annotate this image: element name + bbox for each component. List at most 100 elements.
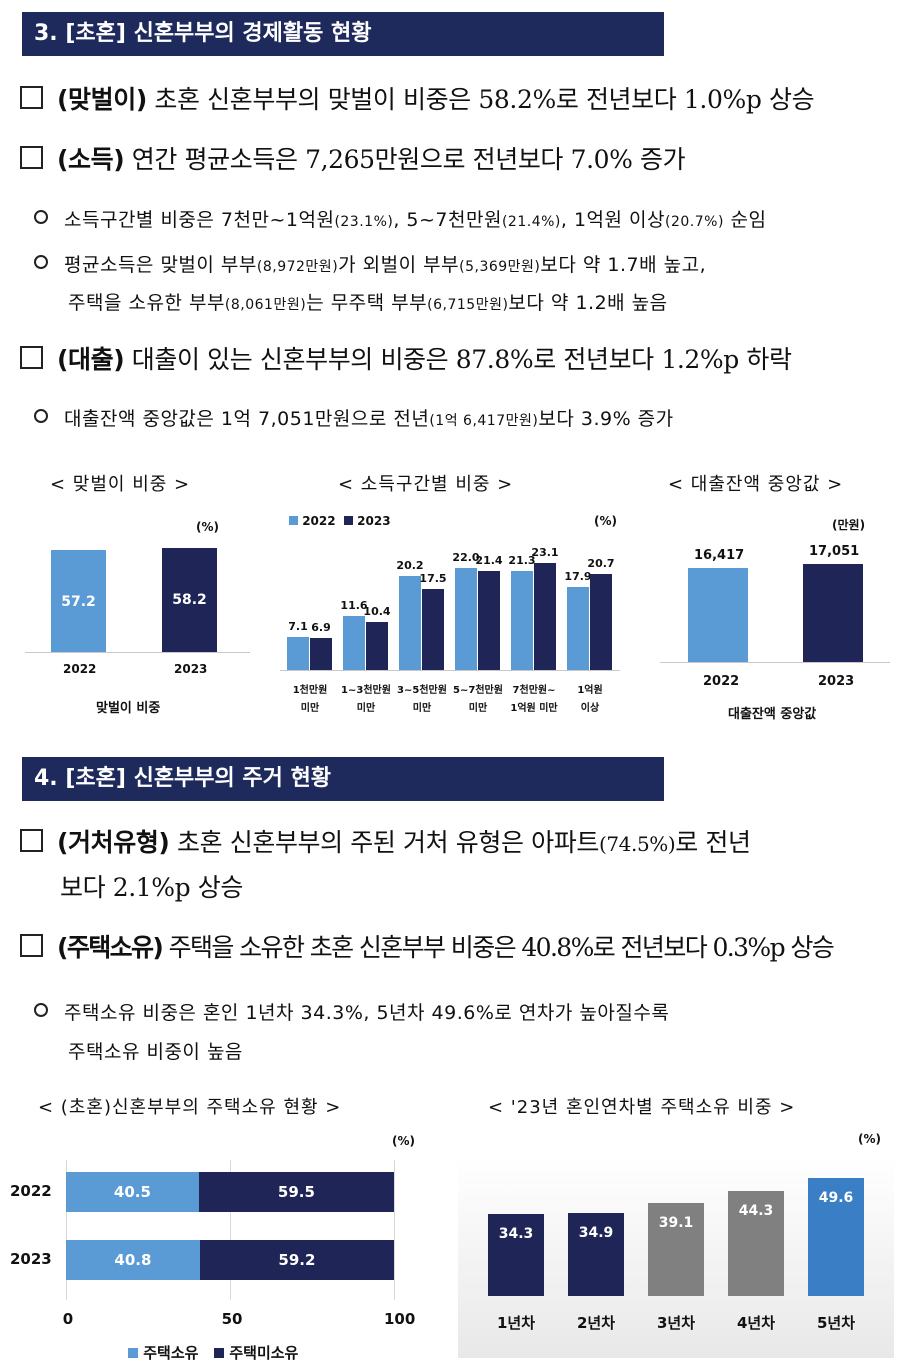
x-tick-label: 3년차: [656, 1314, 696, 1332]
axis-line: [280, 670, 620, 671]
bar: [567, 587, 589, 670]
bullet-housing-type-line2: 보다 2.1%p 상승: [60, 873, 244, 902]
circle-bullet-icon: [34, 409, 48, 423]
text: , 5~7천만원: [393, 209, 502, 231]
chart-xlabel: 대출잔액 중앙값: [728, 707, 817, 722]
x-tick-label: 1~3천만원: [341, 685, 391, 696]
chart-unit: (%): [392, 1134, 415, 1148]
chart-title: < (초혼)신혼부부의 주택소유 현황 >: [38, 1097, 342, 1118]
text-small: (8,061만원): [224, 297, 307, 313]
chart-title: < 소득구간별 비중 >: [338, 474, 514, 495]
chart-unit: (만원): [832, 518, 866, 532]
x-tick-label: 50: [221, 1310, 243, 1328]
x-tick-label: 1천만원: [292, 685, 328, 696]
chart-unit: (%): [196, 520, 219, 534]
text-small: (1억 6,417만원): [429, 413, 539, 429]
bar-value-label: 39.1: [658, 1214, 694, 1231]
gridline: [230, 1160, 231, 1300]
circle-bullet-icon: [34, 1003, 48, 1017]
chart-title: < '23년 혼인연차별 주택소유 비중 >: [488, 1097, 796, 1118]
bullet-income: (소득) 연간 평균소득은 7,265만원으로 전년보다 7.0% 증가: [20, 140, 686, 176]
text: 보다 약 1.7배 높고,: [540, 254, 707, 276]
x-tick-label: 2022: [703, 674, 740, 689]
x-tick-label: 1억원: [577, 685, 603, 696]
bar-value-label: 57.2: [61, 593, 96, 610]
bar: [478, 570, 500, 670]
bar: [648, 1202, 704, 1296]
data-label: 22.0: [452, 551, 480, 565]
data-label: 21.3: [508, 554, 536, 568]
text: , 1억원 이상: [560, 209, 666, 231]
legend-swatch: [128, 1348, 138, 1358]
chart-unit: (%): [594, 514, 617, 528]
x-tick-label: 미만: [412, 703, 432, 714]
bar: [287, 637, 309, 670]
x-tick-label: 2023: [818, 674, 855, 689]
bullet-text-small: (74.5%): [598, 832, 676, 856]
data-label: 10.4: [363, 604, 391, 618]
bullet-text: 초혼 신혼부부의 주된 거처 유형은 아파트: [169, 828, 599, 857]
chart-unit: (%): [858, 1132, 881, 1146]
chart-title: < 대출잔액 중앙값 >: [668, 474, 844, 495]
x-tick-label: 미만: [468, 703, 488, 714]
x-tick-label: 미만: [300, 703, 320, 714]
text: 평균소득은 맞벌이 부부: [64, 254, 257, 276]
data-label: 17.9: [564, 570, 592, 584]
data-label: 6.9: [311, 621, 331, 635]
bullet-housing-type: (거처유형) 초혼 신혼부부의 주된 거처 유형은 아파트(74.5%)로 전년: [20, 823, 751, 859]
x-tick-label: 100: [384, 1310, 416, 1328]
checkbox-square-icon: [20, 146, 43, 169]
sub-avg-income: 평균소득은 맞벌이 부부(8,972만원)가 외벌이 부부(5,369만원)보다…: [34, 250, 706, 277]
bullet-key: (대출): [57, 345, 125, 374]
legend-label: 2022: [302, 514, 336, 528]
chart-legend: 2022 2023: [289, 514, 391, 528]
bar: [808, 1178, 864, 1296]
gridline: [66, 1160, 67, 1300]
text: 소득구간별 비중은 7천만~1억원: [64, 209, 335, 231]
text: 순임: [723, 209, 767, 231]
bar-segment: [198, 1172, 394, 1212]
sub-ownership-by-year-line2: 주택소유 비중이 높음: [68, 1041, 243, 1063]
checkbox-square-icon: [20, 934, 43, 957]
bullet-key: (소득): [57, 145, 125, 174]
text: 보다 3.9% 증가: [538, 408, 674, 430]
bar-value-label: 34.9: [578, 1224, 614, 1241]
checkbox-square-icon: [20, 86, 43, 109]
section-3-title: 3. [초혼] 신혼부부의 경제활동 현황: [22, 12, 664, 56]
x-tick-label: 1억원 미만: [510, 703, 558, 714]
axis-line: [660, 662, 890, 663]
circle-bullet-icon: [34, 255, 48, 269]
x-tick-label: 3~5천만원: [397, 685, 447, 696]
data-label: 20.7: [587, 557, 615, 571]
x-tick-label: 2022: [63, 662, 97, 676]
bar: [399, 576, 421, 670]
data-label: 21.4: [475, 553, 503, 567]
bar: [162, 548, 217, 652]
x-tick-label: 2023: [174, 662, 208, 676]
bullet-text: 주택을 소유한 초혼 신혼부부 비중은 40.8%로 전년보다 0.3%p 상승: [162, 933, 835, 962]
text: 보다 약 1.2배 높음: [508, 292, 668, 314]
data-label: 7.1: [288, 620, 308, 634]
legend-swatch: [343, 516, 353, 525]
bullet-text: 로 전년: [675, 828, 751, 857]
chart-legend: 주택소유 주택미소유: [128, 1342, 298, 1363]
bullet-key: (맞벌이): [57, 85, 147, 114]
bar-value-label: 44.3: [738, 1202, 774, 1219]
data-label: 23.1: [531, 546, 559, 559]
bar: [511, 571, 533, 670]
text: 는 무주택 부부: [306, 292, 428, 314]
text-small: (21.4%): [501, 214, 561, 230]
bar: [488, 1214, 544, 1296]
chart-xlabel: 맞벌이 비중: [96, 701, 161, 716]
x-tick-label: 4년차: [736, 1314, 776, 1332]
bar: [534, 563, 556, 670]
data-label: 16,417: [694, 547, 745, 563]
text: 주택소유 비중은 혼인 1년차 34.3%, 5년차 49.6%로 연차가 높아…: [64, 1002, 670, 1024]
bar: [366, 621, 388, 670]
legend-label: 주택미소유: [229, 1344, 299, 1362]
bar: [343, 616, 365, 670]
bullet-dual-income: (맞벌이) 초혼 신혼부부의 맞벌이 비중은 58.2%로 전년보다 1.0%p…: [20, 80, 815, 116]
x-tick-label: 7천만원~: [512, 685, 556, 696]
sub-income-bracket: 소득구간별 비중은 7천만~1억원(23.1%), 5~7천만원(21.4%),…: [34, 205, 766, 232]
text: 주택을 소유한 부부: [68, 292, 225, 314]
